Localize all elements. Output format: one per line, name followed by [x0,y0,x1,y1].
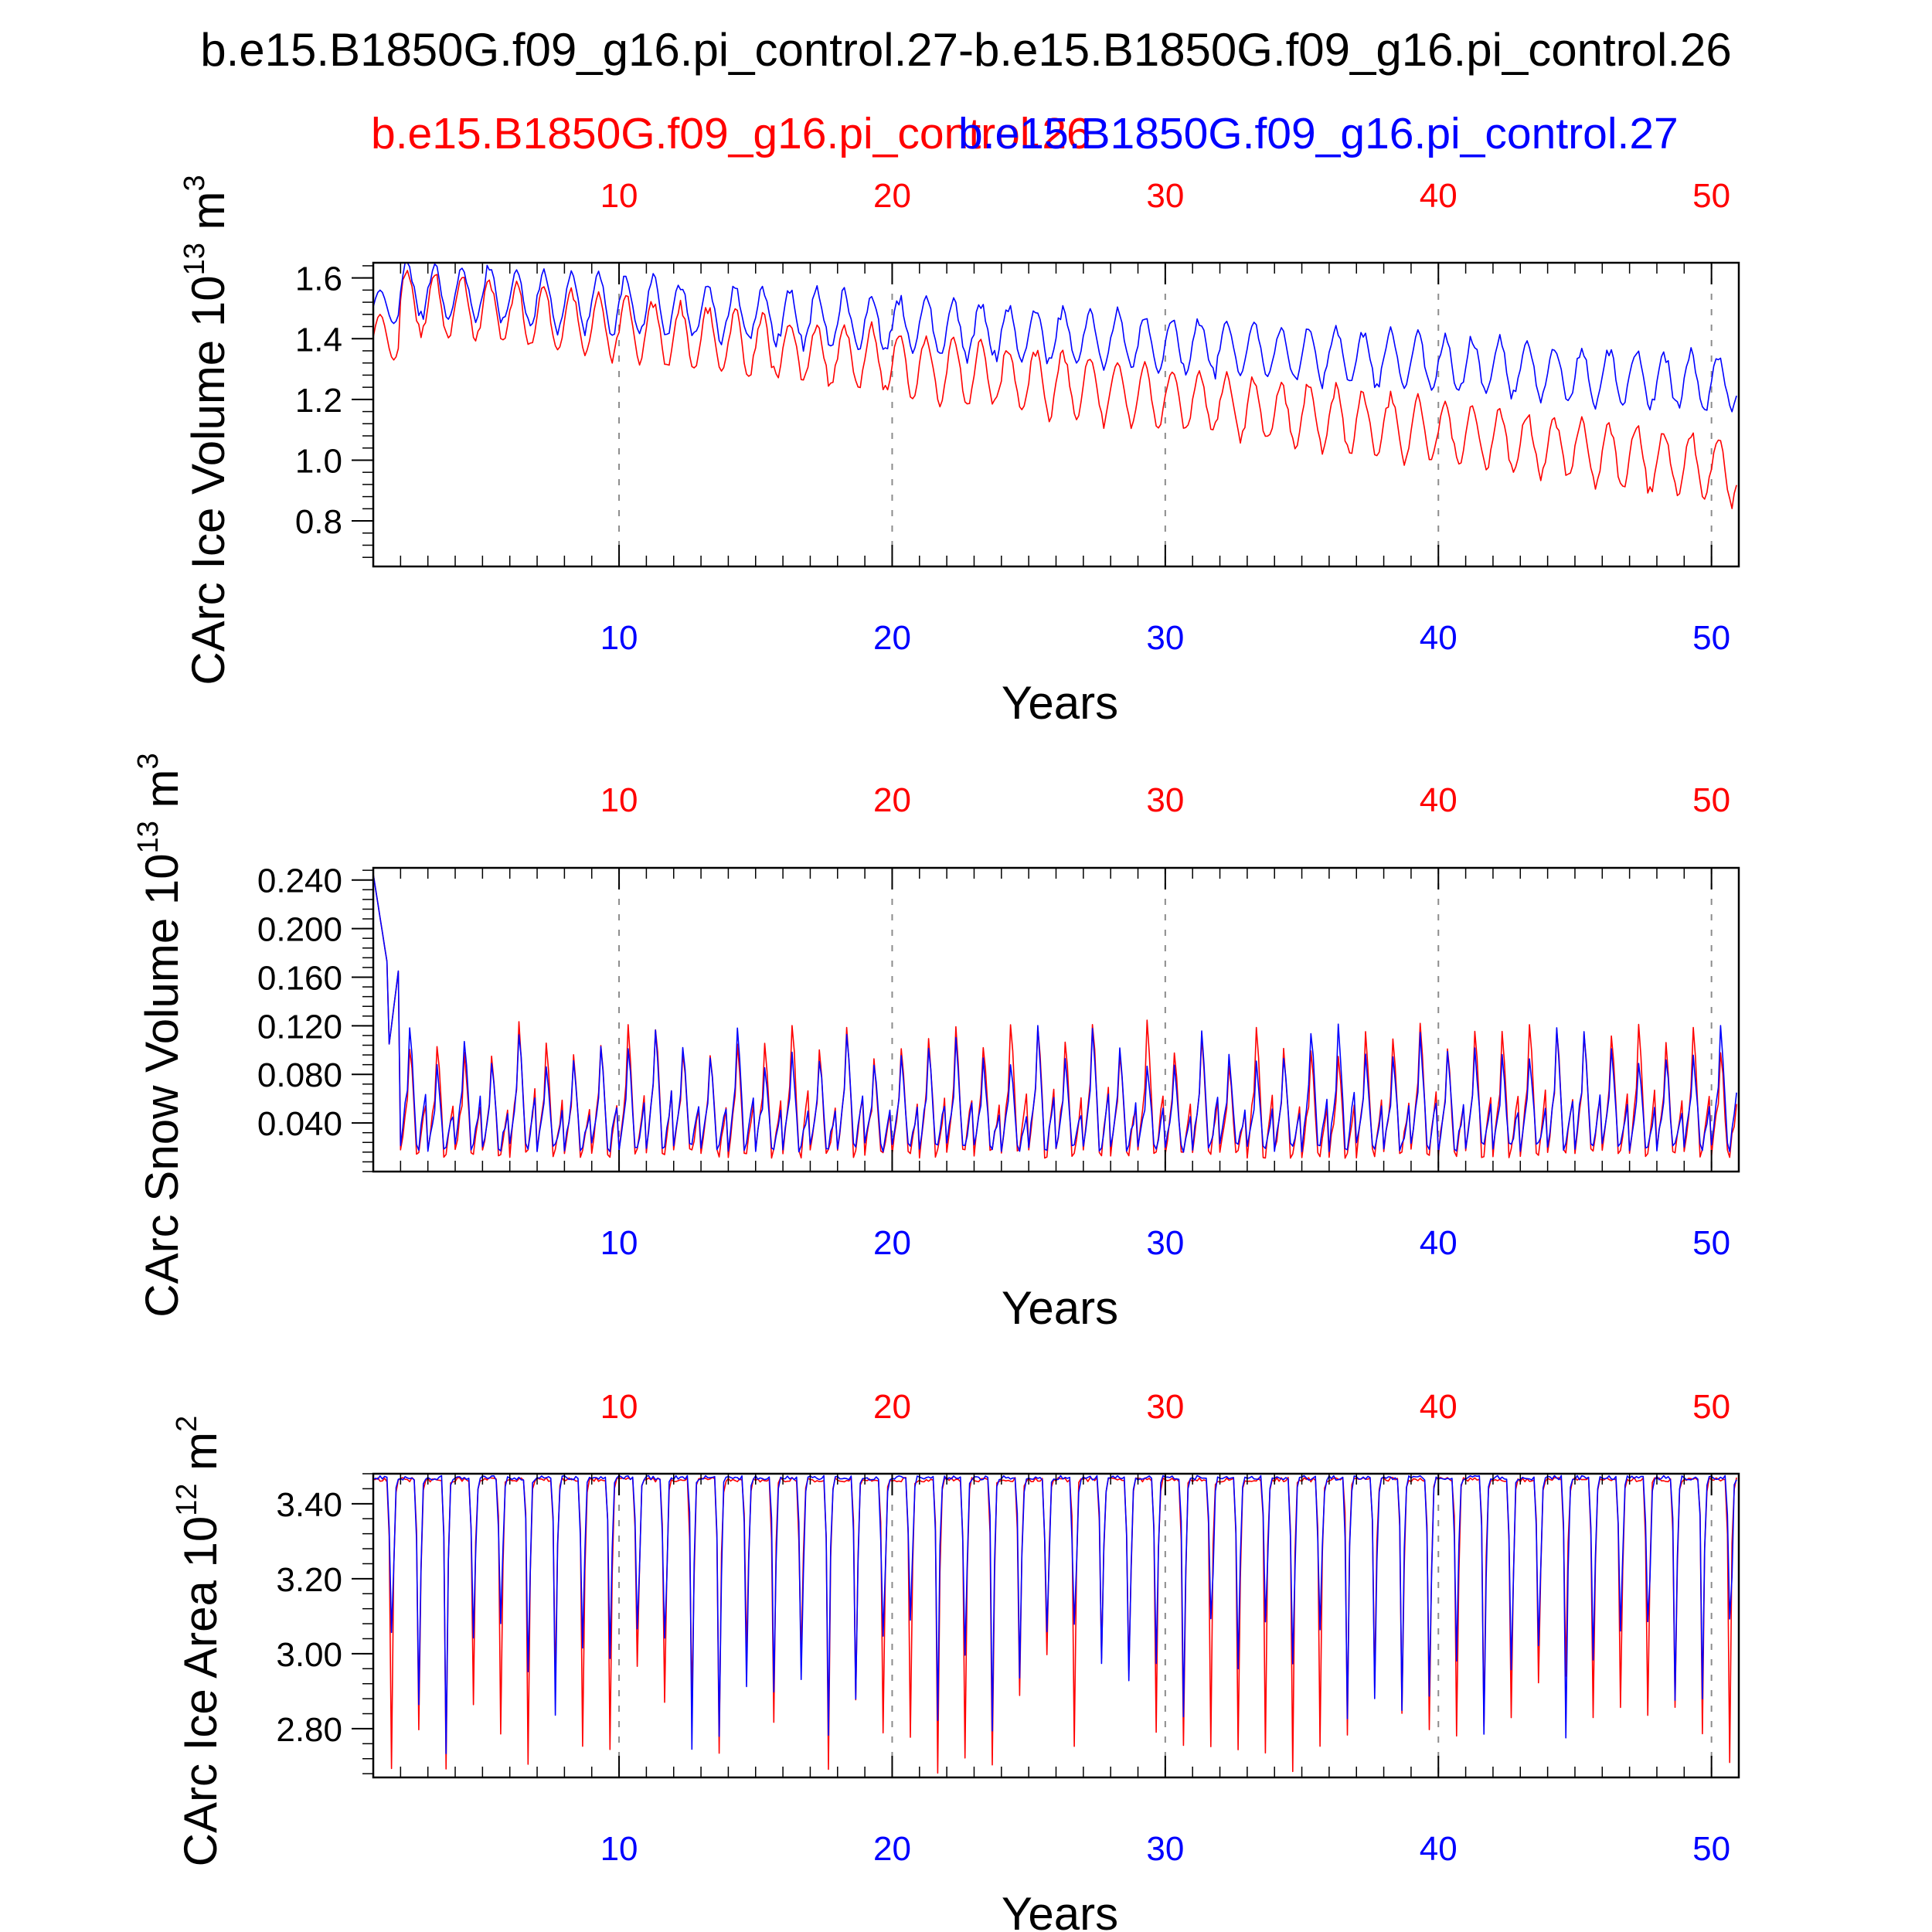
legend-blue-label: b.e15.B1850G.f09_g16.pi_control.27 [958,109,1679,158]
y-label-exponent: 13 [179,243,211,275]
x-axis-label: Years [1002,1888,1118,1932]
y-label-text: CArc Ice Volume 10 [182,275,234,685]
y-tick-label: 1.6 [295,260,342,298]
y-axis-label: CArc Ice Area 1012 m2 [171,1416,226,1867]
y-tick-label: 0.8 [295,503,342,541]
y-tick-label: 2.80 [276,1711,342,1749]
x-axis-label: Years [1002,677,1118,729]
y-tick-label: 0.120 [257,1008,342,1046]
x-tick-label-top: 20 [873,177,911,215]
x-tick-label-top: 40 [1420,177,1458,215]
x-tick-label-top: 50 [1692,781,1730,819]
series-line-blue [372,262,1737,413]
x-tick-label-top: 10 [600,781,638,819]
y-tick-label: 3.40 [276,1486,342,1524]
x-tick-label-bottom: 50 [1692,1224,1730,1262]
y-label-unit-exponent: 2 [171,1416,203,1432]
y-tick-label: 0.160 [257,959,342,997]
x-tick-label-bottom: 40 [1420,619,1458,657]
x-tick-label-bottom: 30 [1146,1224,1184,1262]
chart-panel-3: 2.80 3.00 3.20 3.40 10 10 20 20 30 30 40 40 50 50 Year… [171,1388,1740,1932]
x-tick-label-top: 20 [873,781,911,819]
y-axis-label: CArc Ice Volume 1013 m3 [179,175,234,685]
x-tick-label-bottom: 40 [1420,1830,1458,1868]
y-label-exponent: 13 [132,821,165,853]
x-tick-label-top: 10 [600,1388,638,1426]
y-label-unit: m [136,769,188,821]
chart-panel-2: 0.040 0.080 0.120 0.160 0.200 0.240 10 10 20 20 30… [132,753,1740,1334]
y-tick-label: 0.080 [257,1056,342,1094]
y-label-text: CArc Snow Volume 10 [136,853,188,1317]
plot-frame [372,261,1740,568]
x-tick-label-top: 50 [1692,1388,1730,1426]
x-tick-label-top: 20 [873,1388,911,1426]
series-line-blue [372,873,1737,1153]
y-tick-label: 1.0 [295,442,342,480]
y-tick-label: 3.20 [276,1561,342,1599]
legend-red-label: b.e15.B1850G.f09_g16.pi_control.26 [371,109,1091,158]
x-tick-label-bottom: 30 [1146,1830,1184,1868]
figure-title: b.e15.B1850G.f09_g16.pi_control.27-b.e15… [200,24,1732,76]
y-label-unit: m [182,191,234,243]
chart-panel-1: 0.8 1.0 1.2 1.4 1.6 10 10 20 20 30 30 40 40 50 50 Years… [179,175,1740,729]
y-tick-label: 0.200 [257,911,342,949]
y-axis-label: CArc Snow Volume 1013 m3 [132,753,188,1317]
y-tick-label: 0.040 [257,1105,342,1143]
x-tick-label-top: 50 [1692,177,1730,215]
x-tick-label-bottom: 50 [1692,1830,1730,1868]
plot-frame [372,1472,1740,1779]
y-tick-label: 1.2 [295,382,342,420]
x-tick-label-top: 10 [600,177,638,215]
y-label-text: CArc Ice Area 10 [175,1516,226,1867]
x-tick-label-top: 40 [1420,1388,1458,1426]
series-line-blue [372,1475,1737,1754]
x-axis-label: Years [1002,1282,1118,1334]
x-tick-label-top: 40 [1420,781,1458,819]
series-line-red [372,270,1737,509]
x-tick-label-top: 30 [1146,1388,1184,1426]
y-label-exponent: 12 [171,1483,203,1515]
y-label-unit-exponent: 3 [179,175,211,191]
x-tick-label-bottom: 40 [1420,1224,1458,1262]
y-label-unit-exponent: 3 [132,753,165,769]
series-line-red [372,1477,1737,1774]
x-tick-label-bottom: 10 [600,619,638,657]
x-tick-label-top: 30 [1146,781,1184,819]
x-tick-label-bottom: 30 [1146,619,1184,657]
x-tick-label-bottom: 50 [1692,619,1730,657]
y-tick-label: 3.00 [276,1636,342,1674]
y-tick-label: 1.4 [295,321,342,359]
x-tick-label-bottom: 20 [873,619,911,657]
x-tick-label-bottom: 10 [600,1830,638,1868]
x-tick-label-top: 30 [1146,177,1184,215]
x-tick-label-bottom: 10 [600,1224,638,1262]
y-tick-label: 0.240 [257,862,342,900]
y-label-unit: m [175,1432,226,1484]
x-tick-label-bottom: 20 [873,1830,911,1868]
x-tick-label-bottom: 20 [873,1224,911,1262]
